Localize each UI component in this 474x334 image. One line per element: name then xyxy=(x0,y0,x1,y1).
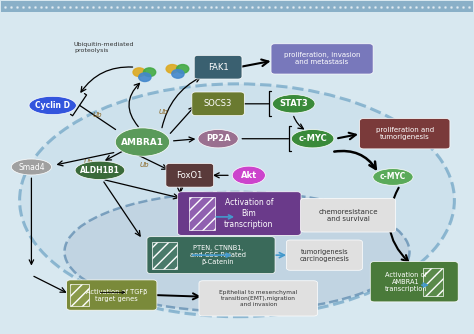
Text: proliferation, invasion
and metastasis: proliferation, invasion and metastasis xyxy=(284,52,360,65)
Text: SOCS3: SOCS3 xyxy=(204,99,232,108)
Text: PP2A: PP2A xyxy=(206,134,230,143)
Text: Ub: Ub xyxy=(93,113,102,119)
Text: chemoresistance
and survival: chemoresistance and survival xyxy=(319,209,378,222)
FancyBboxPatch shape xyxy=(194,55,242,79)
Text: PTEN, CTNNB1,
and CSC-Related
β-Catenin: PTEN, CTNNB1, and CSC-Related β-Catenin xyxy=(190,245,246,265)
Ellipse shape xyxy=(64,192,410,312)
Text: Activation of TGFβ
target genes: Activation of TGFβ target genes xyxy=(86,289,147,302)
Circle shape xyxy=(133,68,146,76)
FancyBboxPatch shape xyxy=(199,281,318,316)
Text: proliferation and
tumorigenesis: proliferation and tumorigenesis xyxy=(376,127,434,140)
FancyBboxPatch shape xyxy=(192,92,244,116)
FancyBboxPatch shape xyxy=(301,198,396,232)
Text: FoxO1: FoxO1 xyxy=(176,171,203,180)
Ellipse shape xyxy=(292,130,334,148)
Ellipse shape xyxy=(29,96,76,115)
Ellipse shape xyxy=(115,128,170,156)
Text: Smad4: Smad4 xyxy=(18,163,45,171)
Circle shape xyxy=(166,64,178,73)
FancyBboxPatch shape xyxy=(178,192,301,235)
Text: FAK1: FAK1 xyxy=(208,63,228,72)
Text: Ub: Ub xyxy=(140,162,150,168)
Ellipse shape xyxy=(75,161,125,179)
Text: Ub: Ub xyxy=(159,109,169,115)
Ellipse shape xyxy=(11,159,52,175)
Ellipse shape xyxy=(19,84,455,317)
Text: c-MYC: c-MYC xyxy=(298,134,327,143)
Text: c-MYC: c-MYC xyxy=(380,172,406,181)
Text: Cyclin D: Cyclin D xyxy=(35,101,70,110)
Circle shape xyxy=(139,73,151,81)
Text: AMBRA1: AMBRA1 xyxy=(121,138,164,147)
Text: Epithelial to mesenchymal
transition(EMT),migration
and invasion: Epithelial to mesenchymal transition(EMT… xyxy=(219,290,297,307)
Text: tumorigenesis
carcinogenesis: tumorigenesis carcinogenesis xyxy=(300,248,349,262)
FancyBboxPatch shape xyxy=(0,1,474,12)
Text: Activation of
AMBRA1
transcription: Activation of AMBRA1 transcription xyxy=(384,272,427,292)
Bar xyxy=(189,197,215,230)
Circle shape xyxy=(172,69,184,78)
FancyBboxPatch shape xyxy=(147,237,275,274)
FancyBboxPatch shape xyxy=(360,119,450,149)
FancyBboxPatch shape xyxy=(271,44,373,74)
Bar xyxy=(70,285,89,306)
Text: ALDH1B1: ALDH1B1 xyxy=(80,166,120,175)
Circle shape xyxy=(144,68,156,76)
Text: Ubiquitin-mediated
proteolysis: Ubiquitin-mediated proteolysis xyxy=(74,42,135,53)
Text: STAT3: STAT3 xyxy=(279,99,308,108)
Bar xyxy=(423,268,443,296)
Ellipse shape xyxy=(273,95,315,113)
Ellipse shape xyxy=(232,166,265,184)
Circle shape xyxy=(176,64,189,73)
FancyBboxPatch shape xyxy=(67,280,157,310)
Text: Ub: Ub xyxy=(83,159,93,165)
FancyBboxPatch shape xyxy=(286,240,363,270)
Text: Activation of
Bim
transcription: Activation of Bim transcription xyxy=(224,198,273,229)
Text: Akt: Akt xyxy=(241,171,257,180)
Ellipse shape xyxy=(373,169,413,185)
Bar xyxy=(153,242,177,269)
FancyBboxPatch shape xyxy=(166,164,214,187)
Ellipse shape xyxy=(198,130,238,148)
FancyBboxPatch shape xyxy=(370,262,458,302)
